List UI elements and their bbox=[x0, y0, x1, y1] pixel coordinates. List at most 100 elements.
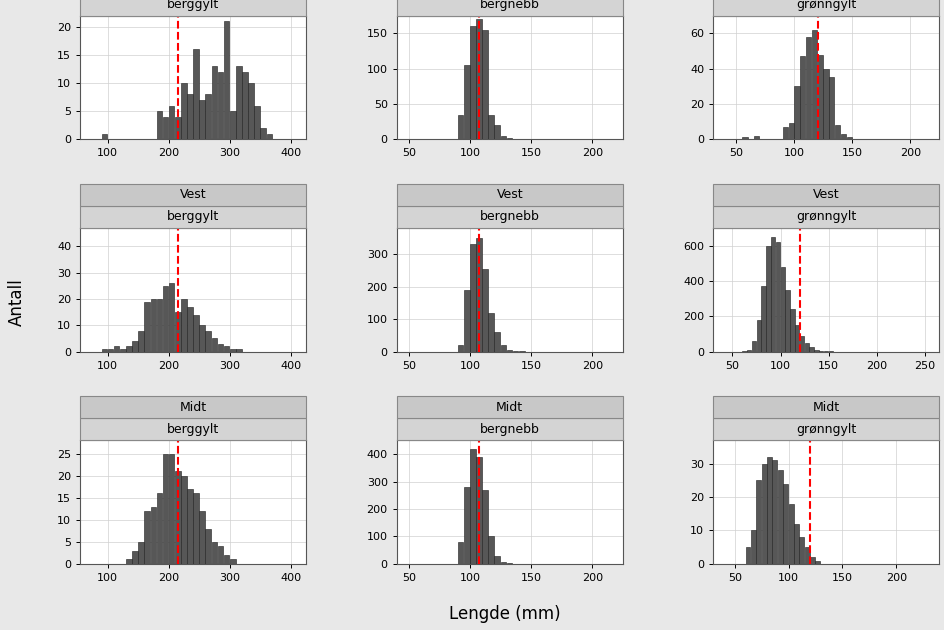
Bar bbox=[230, 559, 236, 564]
Bar bbox=[818, 55, 823, 139]
Bar bbox=[495, 125, 500, 139]
Bar bbox=[847, 137, 851, 139]
Bar bbox=[819, 351, 823, 352]
Bar bbox=[224, 346, 229, 352]
Bar bbox=[816, 561, 820, 564]
Bar bbox=[815, 350, 818, 352]
Bar bbox=[175, 471, 180, 564]
Bar bbox=[507, 138, 513, 139]
Bar bbox=[476, 457, 481, 564]
Bar bbox=[199, 325, 205, 352]
Bar bbox=[206, 529, 211, 564]
Text: Vest: Vest bbox=[497, 188, 523, 201]
Bar bbox=[243, 72, 247, 139]
Bar bbox=[482, 30, 488, 139]
Bar bbox=[458, 115, 464, 139]
Bar bbox=[794, 524, 799, 564]
Bar bbox=[500, 135, 506, 139]
Bar bbox=[187, 489, 193, 564]
Bar bbox=[206, 94, 211, 139]
Bar bbox=[800, 336, 804, 352]
Bar bbox=[169, 284, 175, 352]
Bar bbox=[476, 238, 481, 352]
Bar bbox=[834, 125, 840, 139]
Bar bbox=[199, 511, 205, 564]
Bar bbox=[812, 30, 818, 139]
Bar bbox=[488, 115, 494, 139]
Text: berggylt: berggylt bbox=[167, 210, 219, 224]
Bar bbox=[157, 299, 162, 352]
Bar bbox=[199, 100, 205, 139]
Bar bbox=[776, 242, 780, 352]
Bar bbox=[230, 349, 236, 352]
Bar bbox=[266, 134, 272, 139]
Bar bbox=[458, 345, 464, 352]
Bar bbox=[464, 290, 469, 352]
Bar bbox=[458, 542, 464, 564]
Text: Midt: Midt bbox=[179, 401, 207, 413]
Bar bbox=[150, 507, 156, 564]
Bar bbox=[211, 338, 217, 352]
Bar bbox=[120, 349, 126, 352]
Bar bbox=[495, 556, 500, 564]
Bar bbox=[804, 547, 810, 564]
Bar bbox=[785, 290, 790, 352]
Bar bbox=[742, 351, 747, 352]
Bar bbox=[144, 302, 150, 352]
Bar bbox=[175, 312, 180, 352]
Bar bbox=[482, 268, 488, 352]
Bar bbox=[230, 111, 236, 139]
Text: berggylt: berggylt bbox=[167, 423, 219, 436]
Text: Vest: Vest bbox=[180, 188, 207, 201]
Bar bbox=[841, 134, 846, 139]
Text: berggylt: berggylt bbox=[167, 0, 219, 11]
Bar bbox=[187, 307, 193, 352]
Bar bbox=[795, 325, 800, 352]
Bar bbox=[746, 547, 750, 564]
Bar bbox=[772, 461, 777, 564]
Bar bbox=[806, 37, 811, 139]
Text: bergnebb: bergnebb bbox=[480, 0, 540, 11]
Bar bbox=[162, 454, 168, 564]
Bar bbox=[747, 350, 751, 352]
Bar bbox=[132, 551, 138, 564]
Bar bbox=[126, 346, 131, 352]
Bar bbox=[261, 128, 266, 139]
Bar bbox=[194, 49, 199, 139]
Bar bbox=[762, 464, 767, 564]
Bar bbox=[224, 21, 229, 139]
Bar bbox=[157, 493, 162, 564]
Bar bbox=[464, 487, 469, 564]
Text: Antall: Antall bbox=[8, 278, 26, 326]
Bar bbox=[756, 320, 761, 352]
Text: Midt: Midt bbox=[497, 401, 523, 413]
Bar bbox=[823, 69, 829, 139]
Bar bbox=[767, 246, 770, 352]
Bar bbox=[194, 315, 199, 352]
Bar bbox=[150, 299, 156, 352]
Bar bbox=[794, 86, 800, 139]
Bar bbox=[224, 555, 229, 564]
Bar bbox=[829, 77, 834, 139]
Bar bbox=[102, 349, 108, 352]
Bar bbox=[754, 135, 759, 139]
Bar bbox=[801, 56, 805, 139]
Bar bbox=[488, 312, 494, 352]
Bar bbox=[788, 504, 794, 564]
Bar bbox=[181, 83, 187, 139]
Bar bbox=[771, 237, 775, 352]
Bar bbox=[742, 137, 748, 139]
Bar bbox=[218, 343, 224, 352]
Bar bbox=[236, 349, 242, 352]
Bar bbox=[470, 26, 476, 139]
Bar bbox=[248, 83, 254, 139]
Bar bbox=[126, 559, 131, 564]
Bar bbox=[761, 286, 766, 352]
Bar bbox=[482, 490, 488, 564]
Bar bbox=[783, 127, 788, 139]
Bar bbox=[464, 65, 469, 139]
Text: Vest: Vest bbox=[813, 188, 839, 201]
Bar bbox=[144, 511, 150, 564]
Bar bbox=[102, 134, 108, 139]
Bar bbox=[790, 309, 795, 352]
